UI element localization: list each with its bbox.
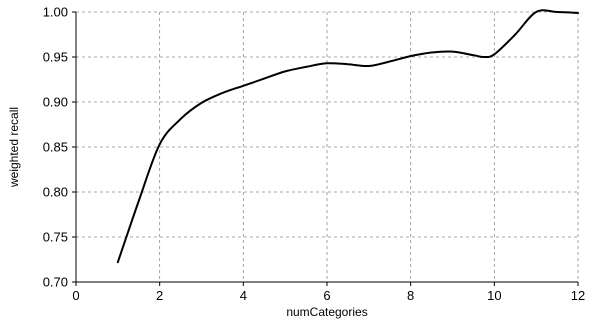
tick-labels: 0.70 0.75 0.80 0.85 0.90 0.95 1.00 0 2 4 6 8 10 12 bbox=[43, 5, 586, 304]
x-tick-label: 0 bbox=[72, 288, 79, 303]
y-tick-label: 0.90 bbox=[43, 95, 68, 110]
y-axis-label: weighted recall bbox=[7, 107, 21, 188]
y-tick-label: 0.75 bbox=[43, 230, 68, 245]
x-tick-label: 10 bbox=[487, 288, 501, 303]
y-tick-label: 0.70 bbox=[43, 275, 68, 290]
series-line-0 bbox=[116, 9, 579, 264]
series bbox=[116, 9, 579, 264]
grid bbox=[76, 11, 579, 282]
x-axis-label: numCategories bbox=[286, 305, 367, 319]
y-tick-label: 1.00 bbox=[43, 5, 68, 20]
x-tick-label: 2 bbox=[156, 288, 163, 303]
x-tick-label: 6 bbox=[323, 288, 330, 303]
y-tick-label: 0.85 bbox=[43, 140, 68, 155]
axes bbox=[72, 11, 579, 286]
x-tick-label: 4 bbox=[240, 288, 247, 303]
x-tick-label: 8 bbox=[407, 288, 414, 303]
y-tick-label: 0.80 bbox=[43, 185, 68, 200]
x-tick-label: 12 bbox=[571, 288, 585, 303]
y-tick-label: 0.95 bbox=[43, 50, 68, 65]
